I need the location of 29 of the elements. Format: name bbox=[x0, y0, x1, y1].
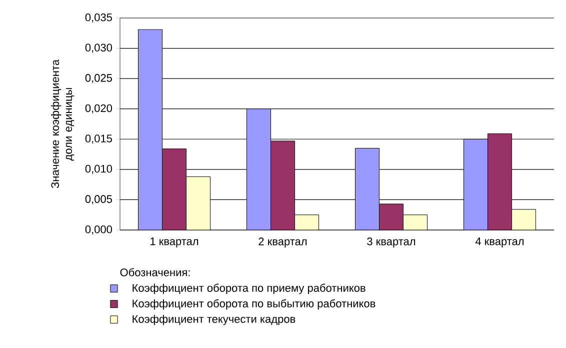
bar bbox=[294, 214, 319, 230]
bar bbox=[487, 133, 512, 230]
bar bbox=[354, 148, 380, 230]
bar bbox=[138, 29, 163, 230]
y-tick-label: 0,000 bbox=[85, 225, 112, 235]
y-tick-label: 0,025 bbox=[85, 74, 112, 84]
bar bbox=[162, 148, 187, 230]
y-tick-label: 0,035 bbox=[85, 13, 112, 23]
bar bbox=[378, 204, 404, 230]
y-tick-label: 0,005 bbox=[85, 195, 112, 204]
bar bbox=[246, 108, 271, 230]
y-tick-label: 0,015 bbox=[85, 134, 112, 144]
x-tick-label: 1 квартал bbox=[150, 238, 198, 248]
bar bbox=[511, 209, 536, 230]
bar bbox=[186, 176, 210, 230]
legend-label: Коэффициент оборота по выбытию работников bbox=[132, 299, 376, 310]
bar bbox=[402, 214, 428, 230]
y-tick-label: 0,030 bbox=[85, 44, 112, 53]
y-axis-title: Значение коэффициента доли единицы bbox=[50, 59, 74, 188]
legend-title: Обозначения: bbox=[120, 268, 190, 276]
legend-label: Коэффициент оборота по приему работников bbox=[132, 284, 366, 294]
bar bbox=[270, 140, 295, 230]
legend-label: Коэффициент текучести кадров bbox=[132, 314, 296, 326]
x-tick-label: 3 квартал bbox=[367, 238, 416, 248]
bar bbox=[463, 138, 488, 230]
y-tick-label: 0,010 bbox=[85, 164, 112, 174]
x-tick-label: 4 квартал bbox=[475, 238, 524, 248]
x-tick-label: 2 квартал bbox=[258, 238, 307, 248]
y-tick-label: 0,020 bbox=[85, 104, 112, 114]
